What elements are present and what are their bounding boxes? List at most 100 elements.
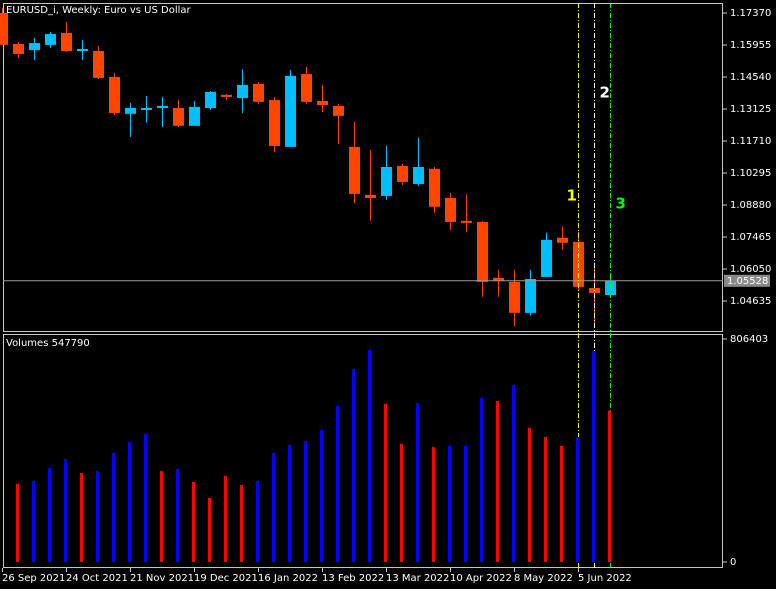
volume-bar: [160, 470, 163, 562]
x-tick-label: 26 Sep 2021: [2, 573, 65, 584]
marker-label: 2: [600, 84, 610, 102]
candle-body: [397, 165, 408, 182]
volume-bar: [368, 350, 371, 562]
volume-bar: [560, 445, 563, 562]
volume-bar: [304, 440, 307, 562]
candle-body: [0, 12, 8, 45]
y-tick-label: 1.08880: [730, 200, 771, 211]
volume-bar: [512, 384, 515, 562]
volume-bar: [48, 468, 51, 562]
volume-bar: [208, 498, 211, 562]
candle-body: [253, 84, 264, 102]
volume-bar: [16, 484, 19, 562]
candle-body: [509, 281, 520, 313]
volume-bar: [144, 433, 147, 562]
x-tick-label: 10 Apr 2022: [450, 573, 512, 584]
candle-body: [125, 107, 136, 114]
volume-bar: [64, 458, 67, 562]
candle-body: [173, 107, 184, 126]
candle-body: [45, 34, 56, 45]
candle-body: [221, 94, 232, 97]
volume-bar: [128, 442, 131, 562]
current-price-box: [724, 274, 770, 287]
marker-label: 1: [567, 187, 577, 205]
candle-body: [109, 76, 120, 113]
volume-bar: [96, 470, 99, 562]
current-price-label: 1.05528: [727, 276, 768, 287]
y-tick-label: 1.17370: [730, 8, 771, 19]
volume-bar: [592, 351, 595, 562]
x-tick-label: 24 Oct 2021: [66, 573, 128, 584]
candle-body: [541, 239, 552, 277]
y-tick-label: 1.11710: [730, 136, 771, 147]
volume-bar: [432, 446, 435, 562]
candle-body: [189, 106, 200, 126]
candle-body: [317, 100, 328, 106]
volume-bar: [240, 485, 243, 562]
y-tick-label: 1.15955: [730, 40, 771, 51]
volume-pane: [3, 334, 723, 568]
y-tick-label: 1.13125: [730, 104, 771, 115]
volume-bar: [400, 444, 403, 562]
candle-body: [61, 32, 72, 51]
candle-body: [477, 221, 488, 282]
candle-body: [493, 277, 504, 281]
candle-body: [205, 91, 216, 108]
y-tick-label: 1.04635: [730, 296, 771, 307]
volume-bar: [256, 481, 259, 562]
candle-body: [557, 237, 568, 243]
candle-body: [349, 146, 360, 194]
volume-bar: [448, 445, 451, 562]
volume-bar: [336, 406, 339, 562]
candle-body: [77, 48, 88, 51]
volume-bar: [112, 452, 115, 562]
volume-bar: [384, 403, 387, 562]
volume-bar: [176, 469, 179, 562]
candle-body: [413, 167, 424, 184]
candle-body: [13, 43, 24, 54]
x-tick-label: 21 Nov 2021: [130, 573, 194, 584]
x-tick-label: 13 Feb 2022: [322, 573, 384, 584]
volume-bar: [288, 445, 291, 562]
candle-body: [461, 220, 472, 223]
y-tick-label: 0: [730, 557, 736, 568]
candle-body: [429, 168, 440, 207]
y-tick-label: 806403: [730, 334, 768, 345]
candle-body: [333, 105, 344, 116]
volume-bar: [192, 482, 195, 562]
y-tick-label: 1.06050: [730, 264, 771, 275]
x-tick-label: 19 Dec 2021: [194, 573, 258, 584]
volume-bar: [528, 427, 531, 562]
volume-bar: [544, 437, 547, 562]
volume-bar: [272, 452, 275, 562]
chart-title: EURUSD_i, Weekly: Euro vs US Dollar: [6, 5, 192, 16]
volume-bar: [32, 481, 35, 562]
volume-bar: [80, 473, 83, 562]
volume-bar: [352, 369, 355, 562]
volume-title-text: Volumes: [6, 338, 48, 349]
candle-body: [301, 74, 312, 102]
volume-bar: [464, 445, 467, 562]
x-tick-label: 13 Mar 2022: [386, 573, 449, 584]
candle-body: [365, 194, 376, 198]
y-tick-label: 1.07465: [730, 232, 771, 243]
candle-body: [141, 107, 152, 111]
volume-bar: [224, 476, 227, 562]
candle-body: [285, 75, 296, 147]
y-tick-label: 1.10295: [730, 168, 771, 179]
candle-body: [269, 100, 280, 146]
volume-bar: [480, 397, 483, 562]
candle-body: [525, 278, 536, 313]
y-tick-label: 1.14540: [730, 72, 771, 83]
x-tick-label: 8 May 2022: [514, 573, 573, 584]
volume-bar: [576, 437, 579, 562]
candle-body: [237, 84, 248, 99]
volume-bar: [496, 401, 499, 562]
volume-bar: [608, 410, 611, 562]
price-pane: [3, 3, 723, 332]
candle-body: [445, 197, 456, 222]
candle-body: [381, 167, 392, 196]
candle-body: [93, 50, 104, 78]
candle-body: [29, 43, 40, 51]
